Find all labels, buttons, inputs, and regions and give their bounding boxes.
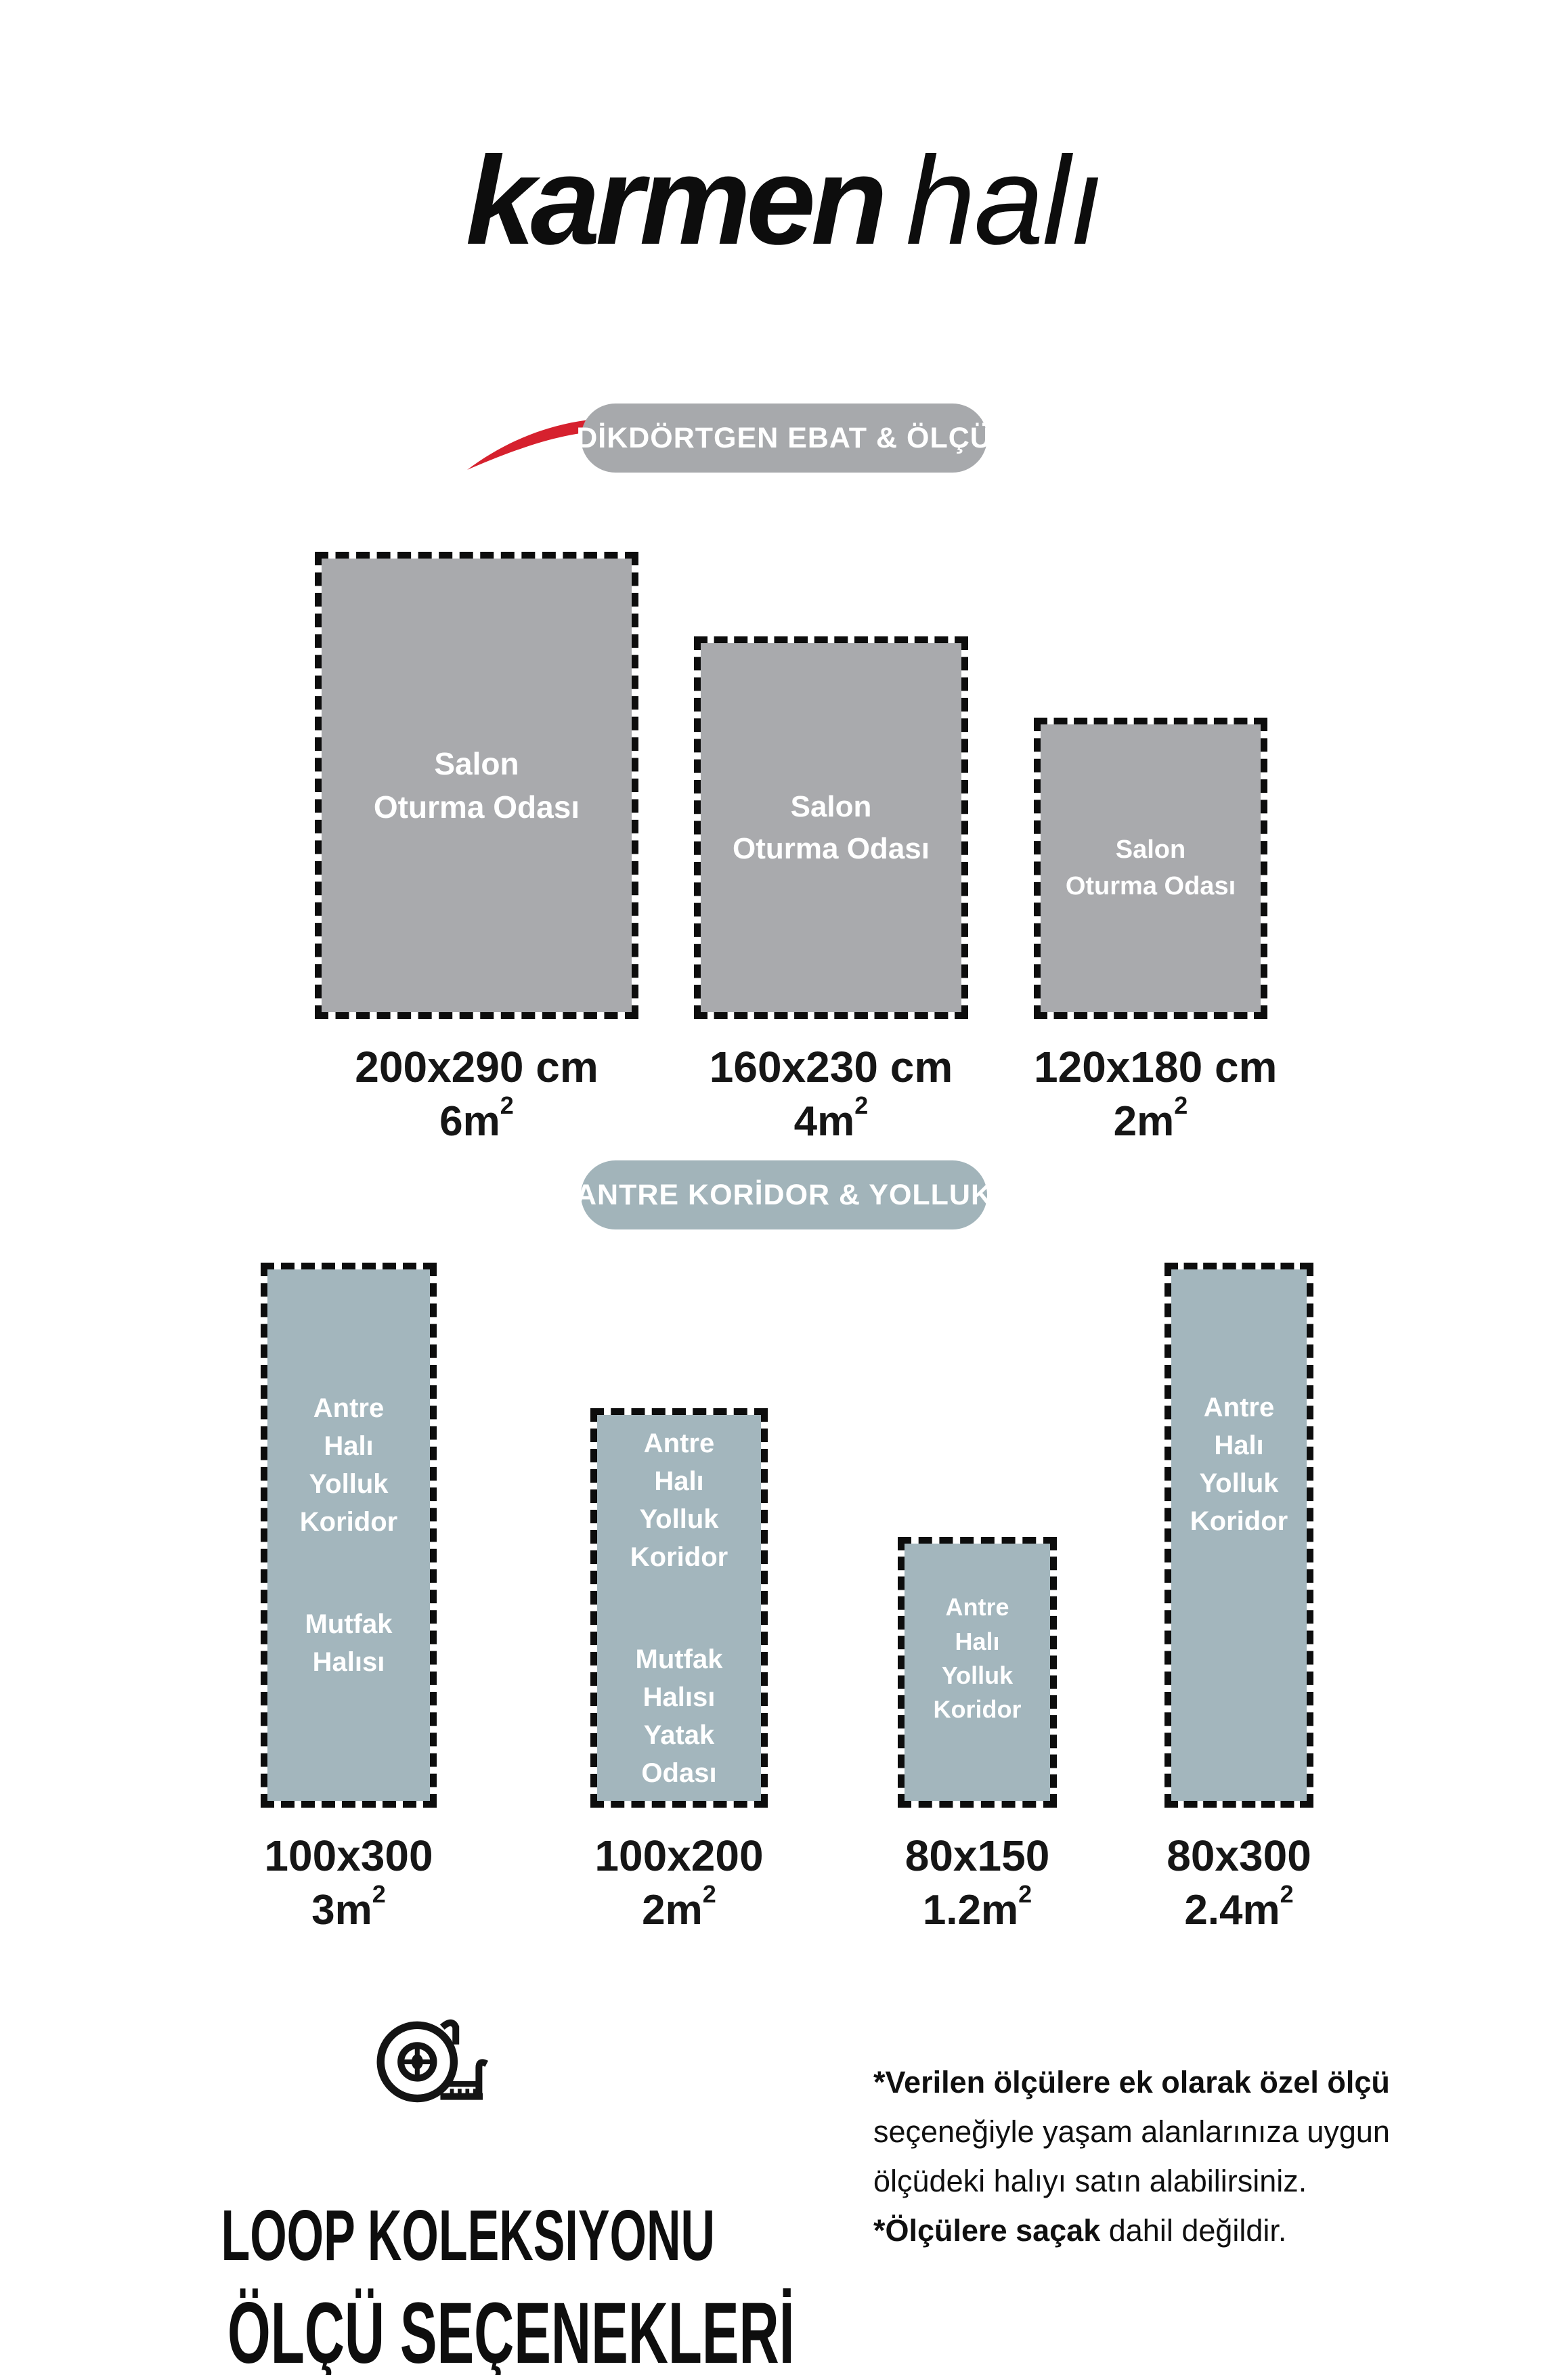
area-value: 3m [311, 1887, 372, 1934]
room-label: Salon Oturma Odası [733, 789, 930, 865]
size-label: 100x200 [594, 1831, 764, 1880]
room-label-group1: Antre Halı Yolluk Koridor [630, 1428, 728, 1572]
area-label: 2.4m2 [1164, 1880, 1313, 1934]
room-label-group1: Antre Halı Yolluk Koridor [933, 1593, 1022, 1724]
note-line-2: seçeneğiyle yaşam alanlarınıza uygun [873, 2114, 1390, 2149]
rug-box-100x200: Antre Halı Yolluk Koridor Mutfak Halısı … [590, 1408, 768, 1808]
room-label-group1: Antre Halı Yolluk Koridor [1190, 1392, 1288, 1536]
area-superscript: 2 [1174, 1091, 1188, 1120]
area-superscript: 2 [702, 1880, 716, 1909]
size-label: 80x150 [905, 1831, 1050, 1880]
size-label: 100x300 [264, 1831, 433, 1880]
area-value: 2m [642, 1887, 703, 1934]
badge-runner-sizes: ANTRE KORİDOR & YOLLUK [575, 1160, 992, 1229]
size-box-120x180: Salon Oturma Odası 120x180 cm 2m2 [1034, 718, 1278, 1146]
area-label: 3m2 [261, 1880, 437, 1934]
brand-name: karmen halı [0, 139, 1568, 264]
size-box-100x200: Antre Halı Yolluk Koridor Mutfak Halısı … [590, 1408, 768, 1934]
area-label: 6m2 [315, 1091, 638, 1146]
area-label: 4m2 [694, 1091, 968, 1146]
size-box-80x300: Antre Halı Yolluk Koridor 80x300 2.4m2 [1164, 1263, 1313, 1934]
area-superscript: 2 [372, 1880, 386, 1909]
size-label: 80x300 [1167, 1831, 1311, 1880]
collection-title-block: LOOP KOLEKSIYONU ÖLÇÜ SEÇENEKLERİ [112, 2014, 795, 2375]
collection-subtitle: ÖLÇÜ SEÇENEKLERİ [227, 2285, 795, 2375]
area-value: 2.4m [1184, 1887, 1280, 1934]
note-line-4-bold: *Ölçülere saçak [873, 2213, 1101, 2248]
area-label: 2m2 [1034, 1091, 1267, 1146]
area-superscript: 2 [1280, 1880, 1294, 1909]
size-box-160x230: Salon Oturma Odası 160x230 cm 4m2 [694, 636, 968, 1146]
brand-word-hali: halı [905, 131, 1104, 271]
area-value: 1.2m [922, 1887, 1019, 1934]
badge-rectangle-sizes: DİKDÖRTGEN EBAT & ÖLÇÜ [576, 404, 991, 473]
room-label-group2: Mutfak Halısı [305, 1609, 393, 1677]
area-superscript: 2 [854, 1091, 869, 1120]
rug-box-80x300: Antre Halı Yolluk Koridor [1164, 1263, 1313, 1808]
notes-block: *Verilen ölçülere ek olarak özel ölçü se… [873, 2058, 1496, 2256]
room-label-group1: Antre Halı Yolluk Koridor [299, 1393, 398, 1537]
rug-box-80x150: Antre Halı Yolluk Koridor [898, 1537, 1057, 1808]
rug-box-120x180: Salon Oturma Odası [1034, 718, 1267, 1019]
area-value: 2m [1113, 1098, 1175, 1145]
size-box-200x290: Salon Oturma Odası 200x290 cm 6m2 [315, 552, 638, 1146]
note-line-1: *Verilen ölçülere ek olarak özel ölçü [873, 2065, 1390, 2099]
size-label: 120x180 cm [1034, 1043, 1278, 1091]
rug-box-160x230: Salon Oturma Odası [694, 636, 968, 1019]
area-superscript: 2 [1018, 1880, 1032, 1909]
room-label: Salon Oturma Odası [373, 745, 580, 825]
brand-logo: karmen halı [0, 139, 1568, 470]
area-label: 2m2 [590, 1880, 768, 1934]
note-line-4: *Ölçülere saçak dahil değildir. [873, 2206, 1496, 2256]
tape-measure-icon [376, 2019, 488, 2103]
area-value: 6m [439, 1098, 500, 1145]
brand-word-karmen: karmen [465, 131, 888, 271]
size-label: 160x230 cm [709, 1043, 953, 1091]
size-box-80x150: Antre Halı Yolluk Koridor 80x150 1.2m2 [898, 1537, 1057, 1934]
collection-name: LOOP KOLEKSIYONU [221, 2196, 715, 2275]
rug-box-100x300: Antre Halı Yolluk Koridor Mutfak Halısı [261, 1263, 437, 1808]
rug-box-200x290: Salon Oturma Odası [315, 552, 638, 1019]
area-superscript: 2 [500, 1091, 514, 1120]
area-label: 1.2m2 [898, 1880, 1057, 1934]
area-value: 4m [793, 1098, 855, 1145]
size-label: 200x290 cm [355, 1043, 598, 1091]
room-label: Salon Oturma Odası [1065, 835, 1236, 900]
room-label-group2: Mutfak Halısı Yatak Odası [635, 1644, 723, 1788]
size-box-100x300: Antre Halı Yolluk Koridor Mutfak Halısı … [261, 1263, 437, 1934]
note-line-4-rest: dahil değildir. [1100, 2213, 1287, 2248]
note-line-3: ölçüdeki halıyı satın alabilirsiniz. [873, 2163, 1307, 2198]
